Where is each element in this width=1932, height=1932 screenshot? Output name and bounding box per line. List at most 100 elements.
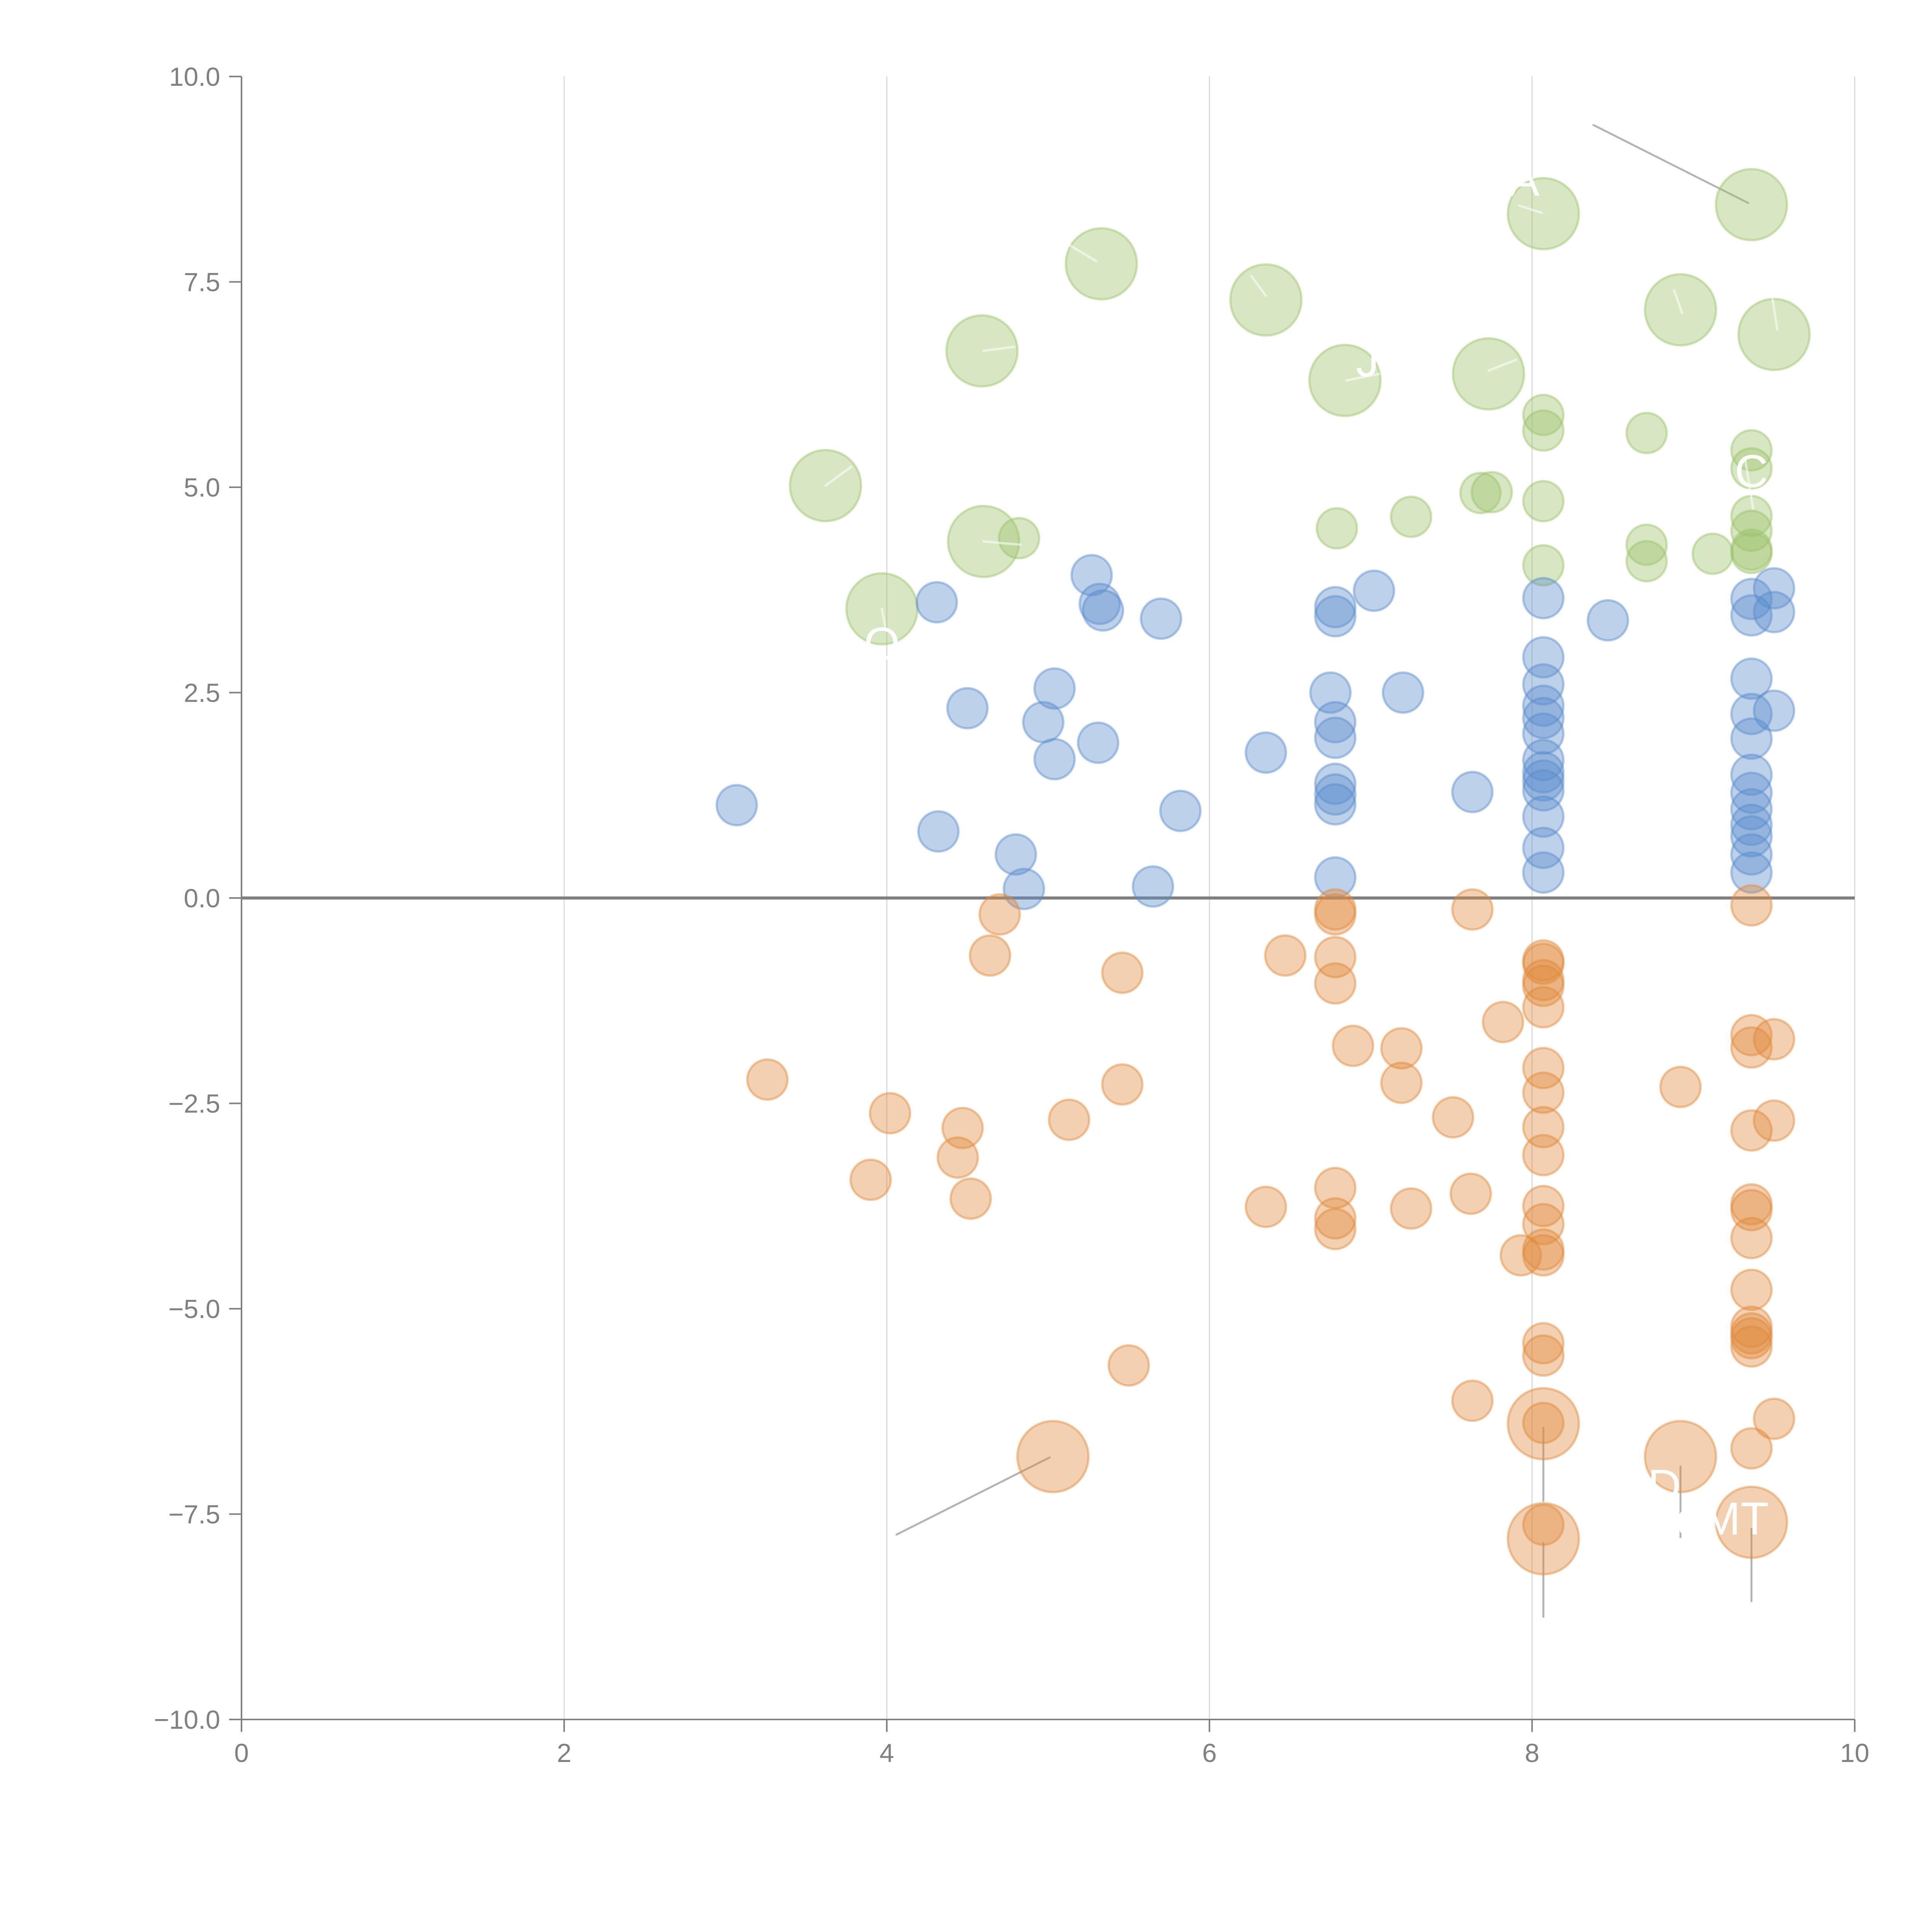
data-point-green (1737, 298, 1811, 371)
data-point-orange (1730, 1183, 1773, 1226)
data-point-blue (1730, 771, 1773, 814)
annotation-leader-line-white (982, 540, 1022, 546)
data-point-blue (1077, 721, 1119, 764)
data-point-orange (1522, 1203, 1565, 1246)
annotation-leader-line-white (1518, 204, 1543, 214)
data-point-orange (1522, 1401, 1565, 1444)
data-point-orange (1314, 1197, 1357, 1240)
data-point-blue (915, 581, 958, 624)
data-point-green (1229, 263, 1303, 337)
data-point-orange (1730, 1427, 1773, 1470)
data-point-orange (1380, 1027, 1423, 1070)
annotation-leader-line-white (982, 345, 1015, 352)
data-point-orange (1380, 1061, 1423, 1104)
data-point-orange (1644, 1420, 1718, 1493)
data-point-green (1522, 409, 1565, 452)
data-point-green (1730, 509, 1773, 552)
data-point-orange (1432, 1096, 1475, 1139)
axes: 0 2 4 6 8 10 10.0 7.5 5.0 2.5 0.0 −2.5 −5.0 −7.5 −10.0 (154, 62, 1869, 1768)
annotation-leader-line-white (824, 465, 853, 487)
x-tick-label: 2 (557, 1738, 571, 1768)
data-point-orange (1522, 1134, 1565, 1177)
data-point-green (1625, 412, 1668, 454)
annotation-leader-line-white (1345, 372, 1380, 382)
data-point-blue (1314, 856, 1357, 899)
data-point-orange (1451, 888, 1494, 931)
data-point-orange (1730, 1317, 1773, 1360)
x-tick-label: 6 (1202, 1738, 1217, 1768)
data-point-blue (1522, 738, 1565, 781)
data-point-blue (1159, 789, 1202, 832)
data-point-orange (1730, 1189, 1773, 1231)
data-point-green (1522, 544, 1565, 587)
data-point-blue (1314, 783, 1357, 826)
annotation-leader-line-white (1673, 289, 1684, 315)
data-point-blue (1730, 578, 1773, 621)
data-point-green (1315, 507, 1358, 550)
data-point-orange (1753, 1397, 1796, 1440)
data-point-blue (1245, 731, 1287, 774)
data-point-blue (1730, 692, 1773, 735)
data-point-orange (1481, 1001, 1524, 1044)
data-point-green (945, 314, 1019, 388)
data-point-orange (1522, 1334, 1565, 1377)
data-point-blue (1314, 716, 1357, 759)
data-point-orange (1314, 893, 1357, 936)
data-point-blue (1730, 788, 1773, 831)
data-point-blue (995, 833, 1037, 876)
y-tick-label: −5.0 (168, 1294, 220, 1324)
data-point-blue (1730, 657, 1773, 700)
x-tick-label: 4 (879, 1738, 894, 1768)
y-tick-label: −10.0 (154, 1705, 220, 1735)
data-point-orange (1730, 1026, 1773, 1069)
annotation-leader-line-white (1250, 275, 1267, 297)
data-point-orange (1730, 1305, 1773, 1348)
data-point-orange (941, 1107, 984, 1150)
data-point-orange (1522, 1503, 1565, 1546)
annotation-leader-line (1592, 124, 1749, 204)
data-point-blue (1730, 717, 1773, 760)
y-tick-label: 0.0 (184, 884, 220, 913)
annotation-leaders (895, 124, 1753, 1618)
data-point-blue (1522, 769, 1565, 812)
data-point-blue (1022, 701, 1065, 744)
data-point-blue (1730, 594, 1773, 637)
point-label: O (864, 618, 900, 670)
data-point-blue (1314, 762, 1357, 805)
data-point-green (1730, 429, 1773, 472)
y-tick-label: 5.0 (184, 473, 220, 502)
data-point-blue (1033, 738, 1076, 781)
data-point-green (998, 517, 1041, 560)
annotation-leader-line-white (1068, 243, 1098, 263)
data-point-blue (1522, 697, 1565, 740)
data-point-blue (1314, 773, 1357, 816)
y-tick-label: −7.5 (168, 1500, 220, 1529)
data-point-orange (1389, 1187, 1432, 1230)
data-point-orange (1314, 1208, 1357, 1250)
data-point-blue (1139, 597, 1182, 640)
point-label: gMT (1676, 1493, 1769, 1545)
data-point-blue (1033, 667, 1076, 710)
data-point-orange (949, 1177, 992, 1220)
data-point-orange (1107, 1344, 1150, 1387)
data-point-green (1507, 177, 1580, 251)
data-point-blue (1753, 591, 1796, 634)
data-point-orange (1522, 1047, 1565, 1090)
data-point-blue (1314, 595, 1357, 638)
data-point-orange (1314, 936, 1357, 979)
data-point-blue (1451, 770, 1494, 813)
data-point-green (1714, 168, 1788, 242)
annotation-leader-line-white (1487, 359, 1517, 372)
annotation-leader-line-white (1744, 457, 1754, 510)
data-point-orange (1522, 964, 1565, 1007)
data-point-orange (1314, 888, 1357, 931)
data-point-orange (869, 1092, 912, 1135)
data-point-orange (1522, 1106, 1565, 1149)
point-label: A (1509, 154, 1539, 206)
data-point-orange (1522, 1071, 1565, 1114)
data-point-orange (1730, 1014, 1773, 1057)
data-point-orange (1499, 1234, 1542, 1277)
data-point-orange (1507, 1387, 1580, 1461)
data-point-orange (1730, 1269, 1773, 1311)
